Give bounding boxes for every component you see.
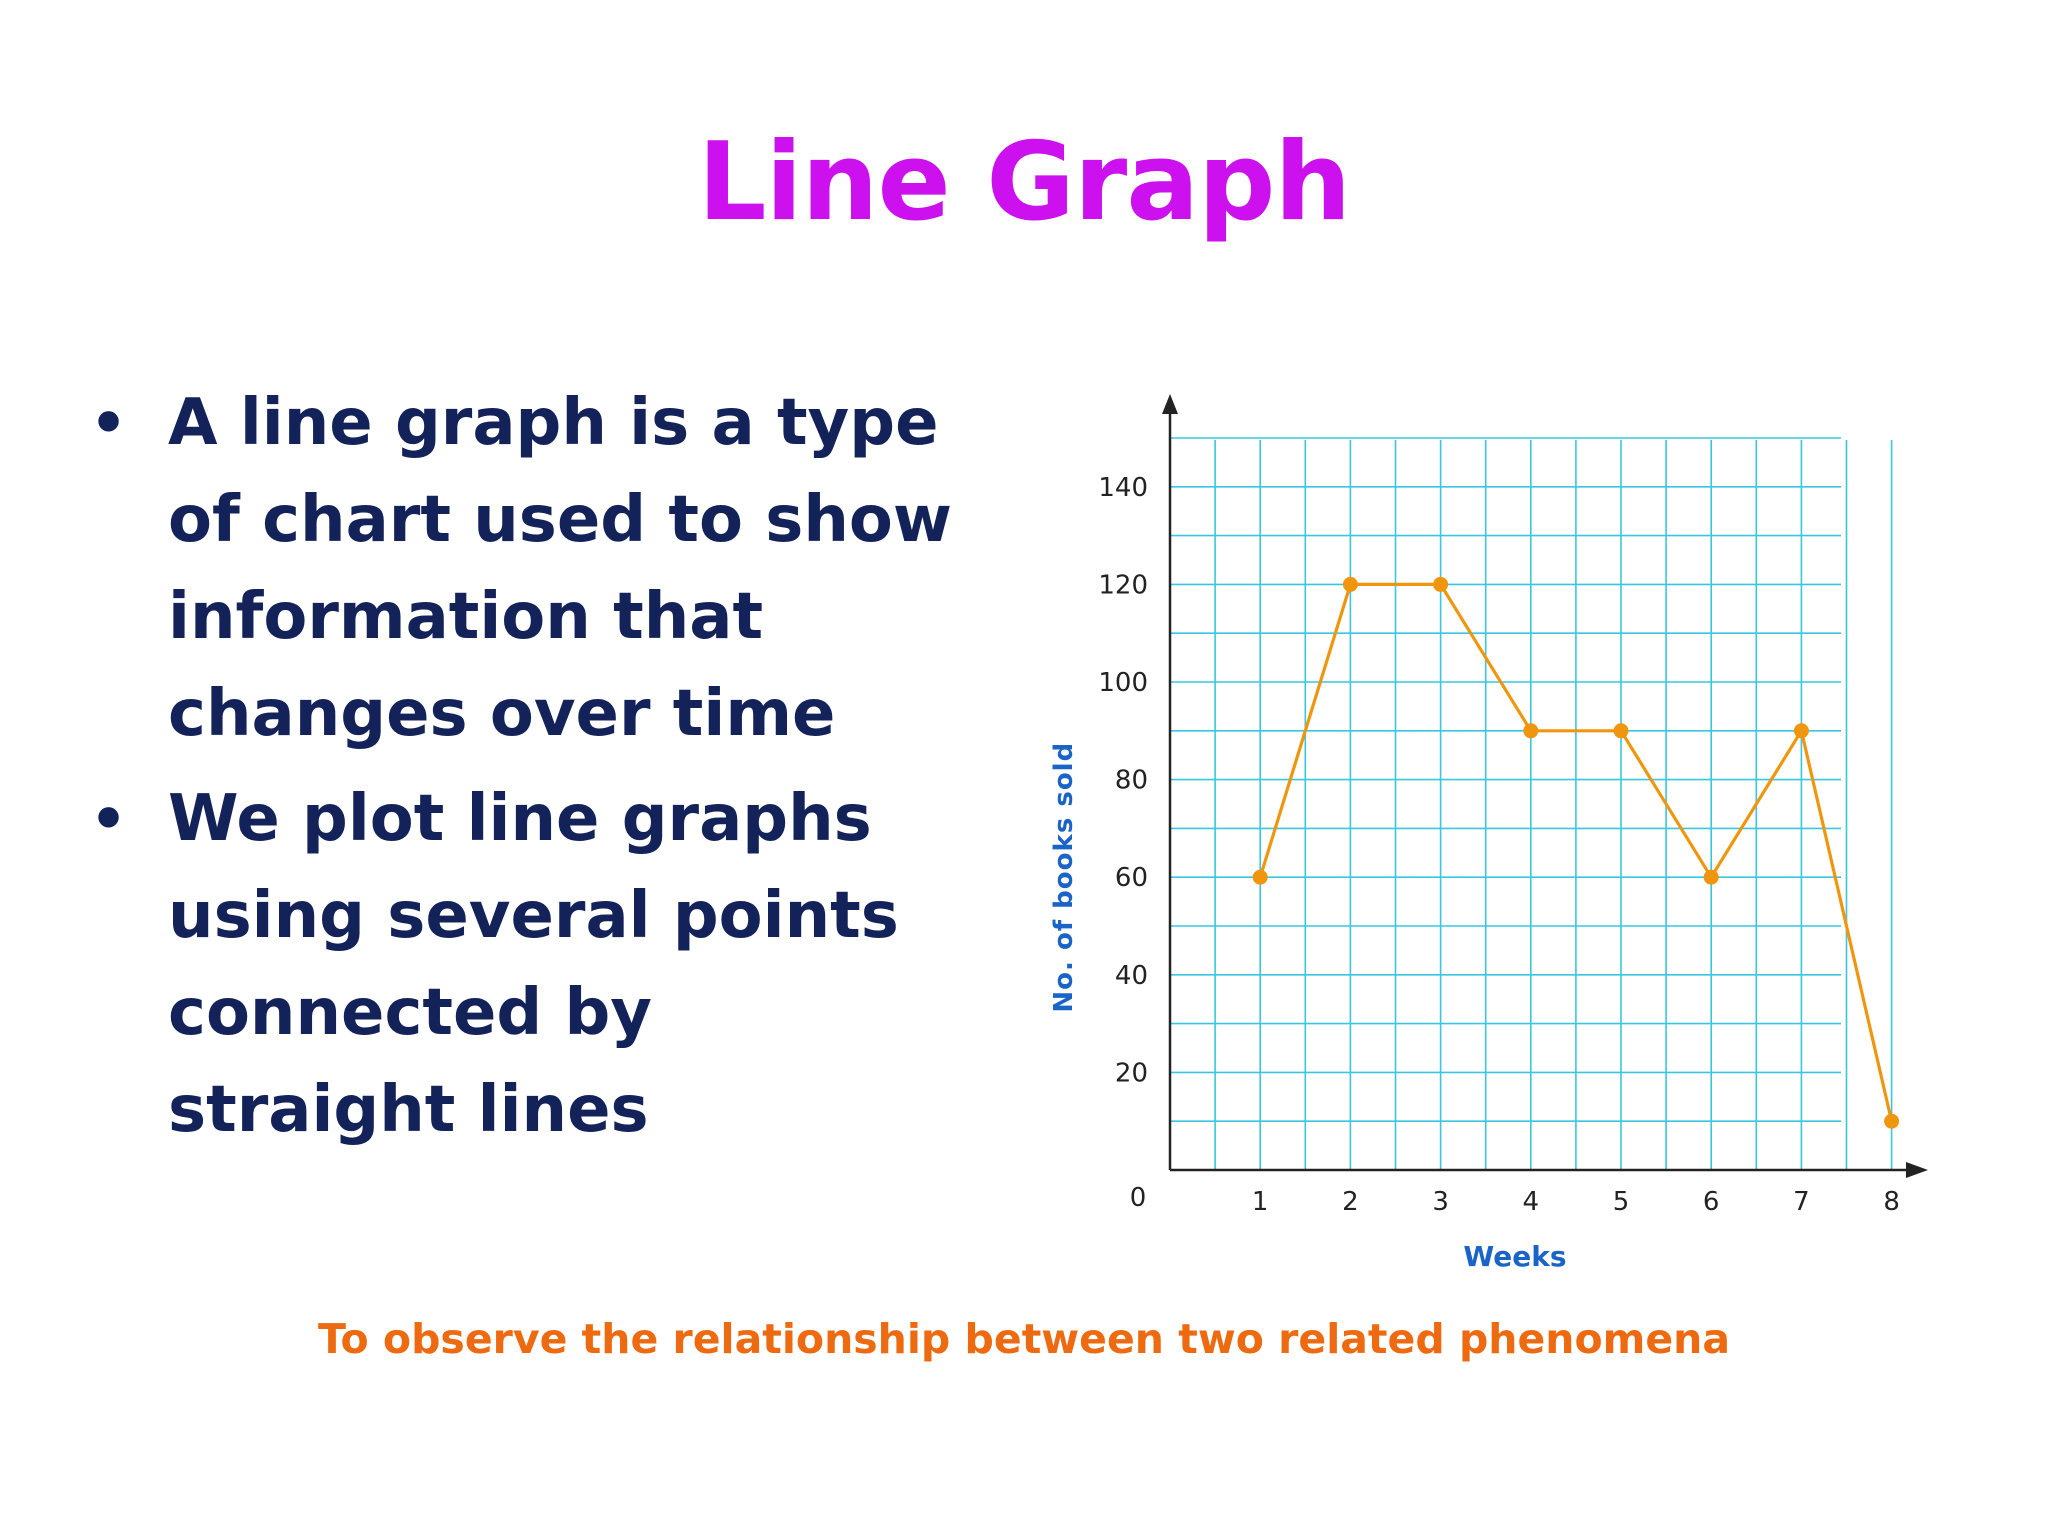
data-series-line (1258, 582, 1894, 1122)
y-tick-label: 120 (1098, 570, 1148, 600)
bullet-text: A line graph is a type of chart used to … (168, 386, 952, 751)
bullet-marker: • (90, 389, 128, 457)
data-point (1252, 869, 1268, 885)
x-tick-label: 7 (1793, 1187, 1810, 1217)
data-point (1523, 723, 1539, 739)
x-axis-title: Weeks (1463, 1240, 1566, 1273)
line-chart-svg: 20 40 60 80 100 120 140 0 1 2 3 4 5 6 7 8 Weeks No. of bo… (1049, 394, 1928, 1273)
bullet-list: • A line graph is a type of chart used t… (80, 375, 960, 1167)
x-tick-label: 1 (1252, 1187, 1269, 1217)
bullet-item: • We plot line graphs using several poin… (80, 771, 960, 1159)
x-tick-label: 6 (1703, 1187, 1720, 1217)
y-tick-label: 140 (1098, 473, 1148, 503)
origin-label: 0 (1130, 1183, 1147, 1213)
y-axis-title: No. of books sold (1049, 742, 1079, 1013)
x-tick-label: 5 (1613, 1187, 1630, 1217)
data-point (1342, 576, 1358, 592)
x-tick-label: 4 (1523, 1187, 1540, 1217)
y-tick-label: 80 (1115, 766, 1148, 796)
data-point (1884, 1113, 1900, 1129)
x-axis-arrow (1906, 1162, 1928, 1178)
y-tick-label: 20 (1115, 1058, 1148, 1088)
footer-caption: To observe the relationship between two … (317, 1315, 1731, 1363)
x-tick-label: 8 (1883, 1187, 1900, 1217)
line-chart: 20 40 60 80 100 120 140 0 1 2 3 4 5 6 7 8 Weeks No. of bo… (1030, 380, 1970, 1300)
x-tick-label: 2 (1342, 1187, 1359, 1217)
y-axis-arrow (1162, 394, 1178, 414)
y-tick-label: 40 (1115, 961, 1148, 991)
y-tick-label: 60 (1115, 863, 1148, 893)
y-tick-label: 100 (1098, 668, 1148, 698)
bullet-text: We plot line graphs using several points… (168, 782, 899, 1147)
data-point (1613, 723, 1629, 739)
slide-title: Line Graph (697, 120, 1352, 245)
bullet-marker: • (90, 785, 128, 853)
data-point (1703, 869, 1719, 885)
bullet-item: • A line graph is a type of chart used t… (80, 375, 960, 763)
x-tick-label: 3 (1432, 1187, 1449, 1217)
data-point (1433, 576, 1449, 592)
data-point (1793, 723, 1809, 739)
